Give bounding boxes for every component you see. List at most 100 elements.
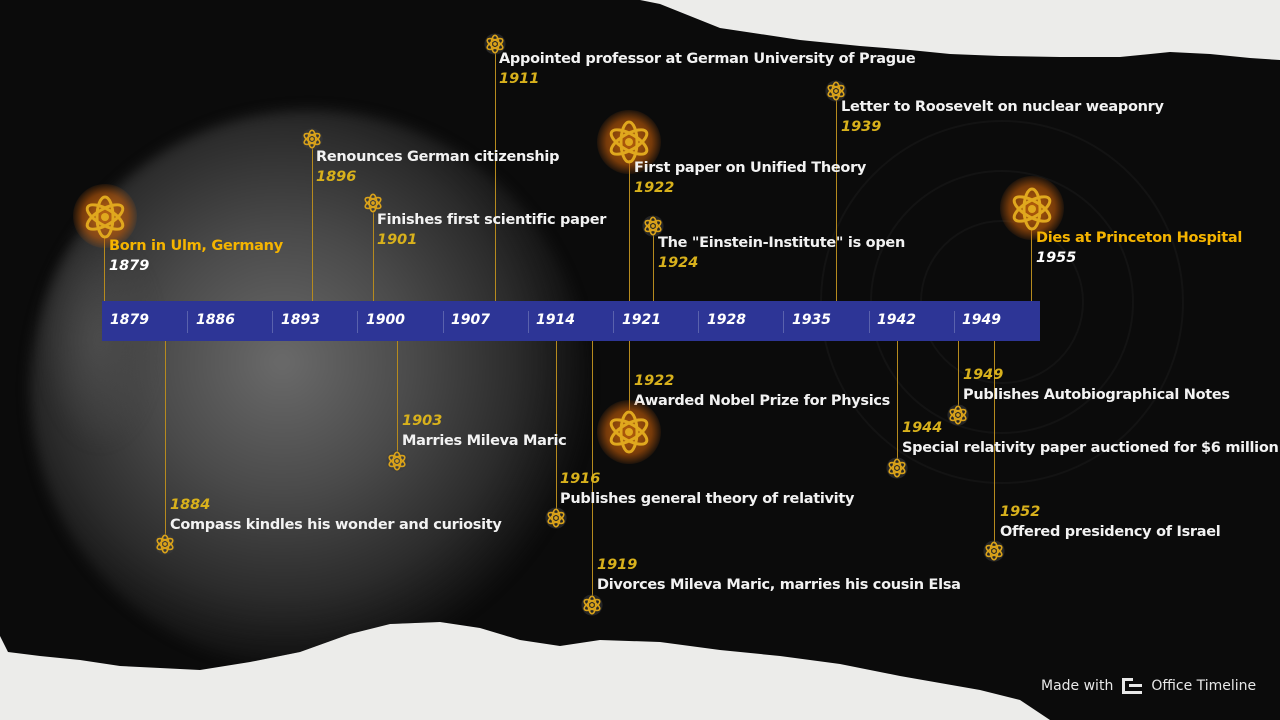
event-date: 1901 bbox=[377, 232, 418, 248]
tick-separator bbox=[954, 311, 955, 333]
event-title: Publishes general theory of relativity bbox=[560, 491, 855, 507]
atom-icon[interactable] bbox=[983, 540, 1005, 562]
stem bbox=[397, 340, 398, 452]
tick-label: 1914 bbox=[536, 312, 575, 328]
milestone-title: Born in Ulm, Germany bbox=[109, 238, 283, 254]
atom-icon[interactable] bbox=[81, 193, 129, 241]
made-with-footer: Made with Office Timeline bbox=[1041, 677, 1256, 695]
atom-icon[interactable] bbox=[886, 457, 908, 479]
event-1901[interactable]: Finishes first scientific paper 1901 bbox=[377, 210, 606, 250]
event-title: The "Einstein-Institute" is open bbox=[658, 235, 905, 251]
event-date: 1949 bbox=[963, 367, 1004, 383]
stem bbox=[104, 236, 105, 302]
event-1922-nobel[interactable]: 1922 Awarded Nobel Prize for Physics bbox=[634, 371, 890, 411]
event-title: Compass kindles his wonder and curiosity bbox=[170, 517, 502, 533]
tick-separator bbox=[187, 311, 188, 333]
event-title: First paper on Unified Theory bbox=[634, 160, 867, 176]
event-title: Renounces German citizenship bbox=[316, 149, 560, 165]
tick-label: 1949 bbox=[962, 312, 1001, 328]
event-date: 1924 bbox=[658, 255, 699, 271]
milestone-born[interactable]: Born in Ulm, Germany 1879 bbox=[109, 236, 283, 276]
event-title: Divorces Mileva Maric, marries his cousi… bbox=[597, 577, 961, 593]
event-1919[interactable]: 1919 Divorces Mileva Maric, marries his … bbox=[597, 555, 961, 595]
event-date: 1903 bbox=[402, 413, 443, 429]
event-title: Special relativity paper auctioned for $… bbox=[902, 440, 1279, 456]
tick-label: 1879 bbox=[110, 312, 149, 328]
tick-label: 1900 bbox=[366, 312, 405, 328]
stem bbox=[629, 340, 630, 410]
event-title: Letter to Roosevelt on nuclear weaponry bbox=[841, 99, 1164, 115]
event-1949[interactable]: 1949 Publishes Autobiographical Notes bbox=[963, 365, 1230, 405]
atom-icon[interactable] bbox=[605, 408, 653, 456]
milestone-dies[interactable]: Dies at Princeton Hospital 1955 bbox=[1036, 228, 1242, 268]
event-1939[interactable]: Letter to Roosevelt on nuclear weaponry … bbox=[841, 97, 1164, 137]
stem bbox=[1031, 228, 1032, 302]
tick-label: 1942 bbox=[877, 312, 916, 328]
stem bbox=[556, 340, 557, 510]
event-title: Finishes first scientific paper bbox=[377, 212, 607, 228]
milestone-date: 1955 bbox=[1036, 250, 1077, 266]
event-1896[interactable]: Renounces German citizenship 1896 bbox=[316, 147, 559, 187]
made-with-label: Made with bbox=[1041, 678, 1114, 694]
tick-separator bbox=[443, 311, 444, 333]
stem bbox=[373, 210, 374, 302]
milestone-date: 1879 bbox=[109, 258, 150, 274]
event-date: 1944 bbox=[902, 420, 943, 436]
tick-separator bbox=[528, 311, 529, 333]
event-date: 1884 bbox=[170, 497, 211, 513]
stem bbox=[836, 100, 837, 302]
stem bbox=[629, 160, 630, 302]
event-1952[interactable]: 1952 Offered presidency of Israel bbox=[1000, 502, 1221, 542]
event-date: 1952 bbox=[1000, 504, 1041, 520]
atom-icon[interactable] bbox=[386, 450, 408, 472]
event-1884[interactable]: 1884 Compass kindles his wonder and curi… bbox=[170, 495, 502, 535]
event-title: Marries Mileva Maric bbox=[402, 433, 567, 449]
timescale-bar: 1879 1886 1893 1900 1907 1914 1921 1928 … bbox=[102, 301, 1040, 341]
stem bbox=[958, 340, 959, 406]
tick-label: 1935 bbox=[792, 312, 831, 328]
stem bbox=[994, 340, 995, 544]
event-1916[interactable]: 1916 Publishes general theory of relativ… bbox=[560, 469, 854, 509]
tick-separator bbox=[272, 311, 273, 333]
event-date: 1896 bbox=[316, 169, 357, 185]
stem bbox=[592, 340, 593, 596]
tick-separator bbox=[613, 311, 614, 333]
event-date: 1939 bbox=[841, 119, 882, 135]
event-date: 1916 bbox=[560, 471, 601, 487]
stem bbox=[897, 340, 898, 460]
event-date: 1911 bbox=[499, 71, 540, 87]
event-date: 1919 bbox=[597, 557, 638, 573]
tick-separator bbox=[869, 311, 870, 333]
event-title: Appointed professor at German University… bbox=[499, 51, 916, 67]
office-timeline-logo-icon bbox=[1122, 678, 1143, 694]
event-1924[interactable]: The "Einstein-Institute" is open 1924 bbox=[658, 233, 905, 273]
event-date: 1922 bbox=[634, 180, 675, 196]
tick-label: 1886 bbox=[196, 312, 235, 328]
atom-icon[interactable] bbox=[1008, 185, 1056, 233]
event-1922-unified[interactable]: First paper on Unified Theory 1922 bbox=[634, 158, 866, 198]
tick-label: 1893 bbox=[281, 312, 320, 328]
atom-icon[interactable] bbox=[947, 404, 969, 426]
atom-icon[interactable] bbox=[581, 594, 603, 616]
event-title: Offered presidency of Israel bbox=[1000, 524, 1221, 540]
event-1944[interactable]: 1944 Special relativity paper auctioned … bbox=[902, 418, 1279, 458]
event-1911[interactable]: Appointed professor at German University… bbox=[499, 49, 916, 89]
stem bbox=[653, 234, 654, 302]
event-title: Publishes Autobiographical Notes bbox=[963, 387, 1230, 403]
milestone-title: Dies at Princeton Hospital bbox=[1036, 230, 1243, 246]
tick-separator bbox=[783, 311, 784, 333]
event-title: Awarded Nobel Prize for Physics bbox=[634, 393, 890, 409]
tick-label: 1921 bbox=[622, 312, 661, 328]
atom-icon[interactable] bbox=[154, 533, 176, 555]
event-1903[interactable]: 1903 Marries Mileva Maric bbox=[402, 411, 567, 451]
atom-icon[interactable] bbox=[545, 507, 567, 529]
stem bbox=[165, 340, 166, 536]
event-date: 1922 bbox=[634, 373, 675, 389]
stem bbox=[312, 148, 313, 302]
tick-label: 1907 bbox=[451, 312, 490, 328]
stem bbox=[495, 52, 496, 302]
tick-label: 1928 bbox=[707, 312, 746, 328]
brand-name: Office Timeline bbox=[1151, 678, 1257, 694]
tick-separator bbox=[698, 311, 699, 333]
